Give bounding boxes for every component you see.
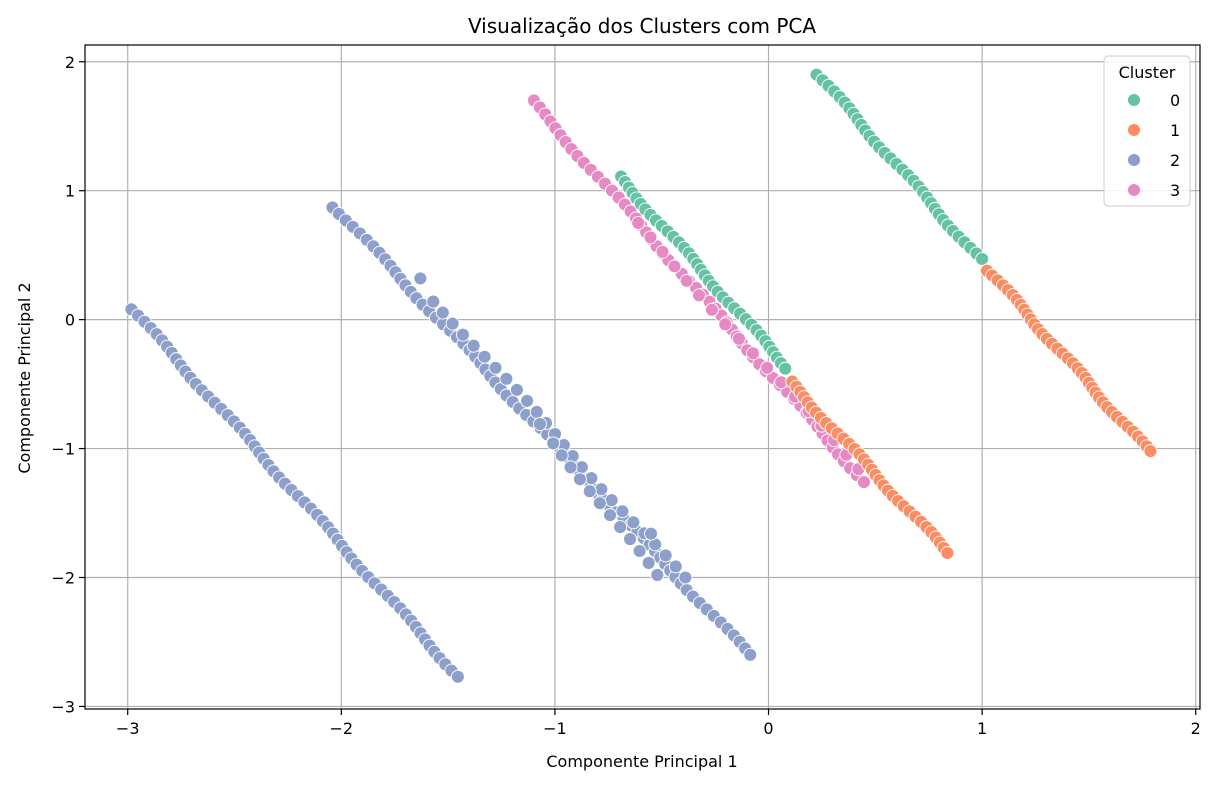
data-point-cluster-2	[594, 482, 609, 497]
data-point-cluster-2	[546, 436, 561, 451]
data-point-cluster-3	[704, 302, 719, 317]
series-1-points	[785, 263, 1158, 560]
plot-frame	[84, 44, 1201, 710]
legend-box	[1103, 55, 1191, 207]
data-point-cluster-2	[563, 460, 578, 475]
data-point-cluster-3	[732, 331, 746, 346]
data-point-cluster-3	[718, 317, 733, 332]
y-tick-label: −2	[51, 568, 75, 587]
data-point-cluster-2	[533, 417, 547, 432]
x-tick-label: 0	[763, 719, 773, 738]
data-point-cluster-2	[678, 570, 693, 585]
data-point-cluster-2	[632, 544, 647, 558]
data-point-cluster-3	[631, 215, 646, 230]
data-point-cluster-3	[655, 244, 670, 259]
data-point-cluster-2	[435, 305, 450, 320]
data-point-cluster-3	[692, 288, 707, 303]
data-point-cluster-1	[1143, 444, 1158, 459]
data-point-cluster-3	[760, 360, 775, 375]
data-point-cluster-3	[667, 259, 682, 274]
series-3-points	[527, 93, 871, 490]
y-tick-label: −1	[51, 440, 75, 459]
legend-label-1: 1	[1170, 121, 1180, 140]
data-point-cluster-2	[604, 493, 619, 508]
data-point-cluster-2	[499, 371, 514, 386]
x-tick-label: −3	[116, 719, 140, 738]
data-point-cluster-2	[413, 271, 428, 286]
data-point-cluster-2	[623, 532, 638, 546]
legend-marker-3	[1127, 183, 1141, 197]
legend-marker-1	[1127, 123, 1141, 137]
data-point-cluster-2	[477, 349, 492, 364]
legend: Cluster 0 1 2 3	[1103, 55, 1191, 207]
legend-label-2: 2	[1170, 151, 1180, 170]
data-point-cluster-2	[613, 520, 628, 535]
data-point-cluster-2	[641, 556, 656, 570]
data-point-cluster-2	[488, 360, 503, 375]
data-point-cluster-2	[520, 393, 535, 408]
data-point-cluster-2	[450, 669, 465, 684]
data-point-cluster-2	[658, 548, 673, 563]
series-2-points	[124, 200, 758, 684]
data-point-cluster-0	[778, 361, 793, 376]
y-tick-label: 2	[65, 53, 75, 72]
axis-ticks: −3 −2 −1 0 1 2 −3 −2 −1 0 1 2	[51, 53, 1200, 738]
data-point-cluster-2	[529, 404, 544, 419]
data-point-cluster-2	[509, 382, 524, 397]
x-tick-label: −2	[330, 719, 354, 738]
data-point-cluster-0	[975, 252, 990, 266]
data-point-cluster-3	[746, 346, 760, 361]
data-point-cluster-2	[650, 567, 665, 582]
data-point-cluster-2	[455, 327, 470, 342]
data-point-cluster-2	[554, 448, 569, 463]
data-point-cluster-2	[426, 294, 441, 309]
legend-label-3: 3	[1170, 181, 1180, 200]
x-axis-label: Componente Principal 1	[546, 752, 737, 771]
legend-marker-0	[1127, 93, 1141, 107]
data-point-cluster-3	[856, 475, 871, 490]
data-point-cluster-2	[644, 526, 658, 541]
data-point-cluster-1	[940, 546, 955, 560]
data-point-cluster-2	[582, 484, 597, 499]
data-point-cluster-2	[668, 559, 683, 574]
y-axis-label: Componente Principal 2	[15, 282, 34, 473]
data-point-cluster-2	[573, 472, 587, 487]
legend-label-0: 0	[1170, 91, 1180, 110]
x-tick-label: −1	[543, 719, 567, 738]
data-point-cluster-2	[445, 316, 460, 331]
y-tick-label: 1	[65, 182, 75, 201]
data-point-cluster-2	[626, 515, 641, 530]
data-point-cluster-2	[603, 508, 617, 523]
grid	[85, 45, 1200, 709]
y-tick-label: 0	[65, 311, 75, 330]
x-tick-label: 2	[1191, 719, 1201, 738]
data-point-cluster-3	[643, 230, 658, 245]
data-point-cluster-2	[466, 338, 481, 353]
legend-title: Cluster	[1119, 63, 1176, 82]
legend-marker-2	[1127, 153, 1141, 167]
data-point-cluster-2	[592, 496, 607, 511]
series-0-points	[614, 67, 990, 376]
data-point-cluster-2	[743, 647, 758, 662]
y-tick-label: −3	[51, 697, 75, 716]
data-point-cluster-2	[615, 504, 630, 519]
x-tick-label: 1	[977, 719, 987, 738]
scatter-points	[124, 67, 1158, 684]
chart-title: Visualização dos Clusters com PCA	[468, 14, 816, 38]
data-point-cluster-3	[679, 273, 694, 288]
